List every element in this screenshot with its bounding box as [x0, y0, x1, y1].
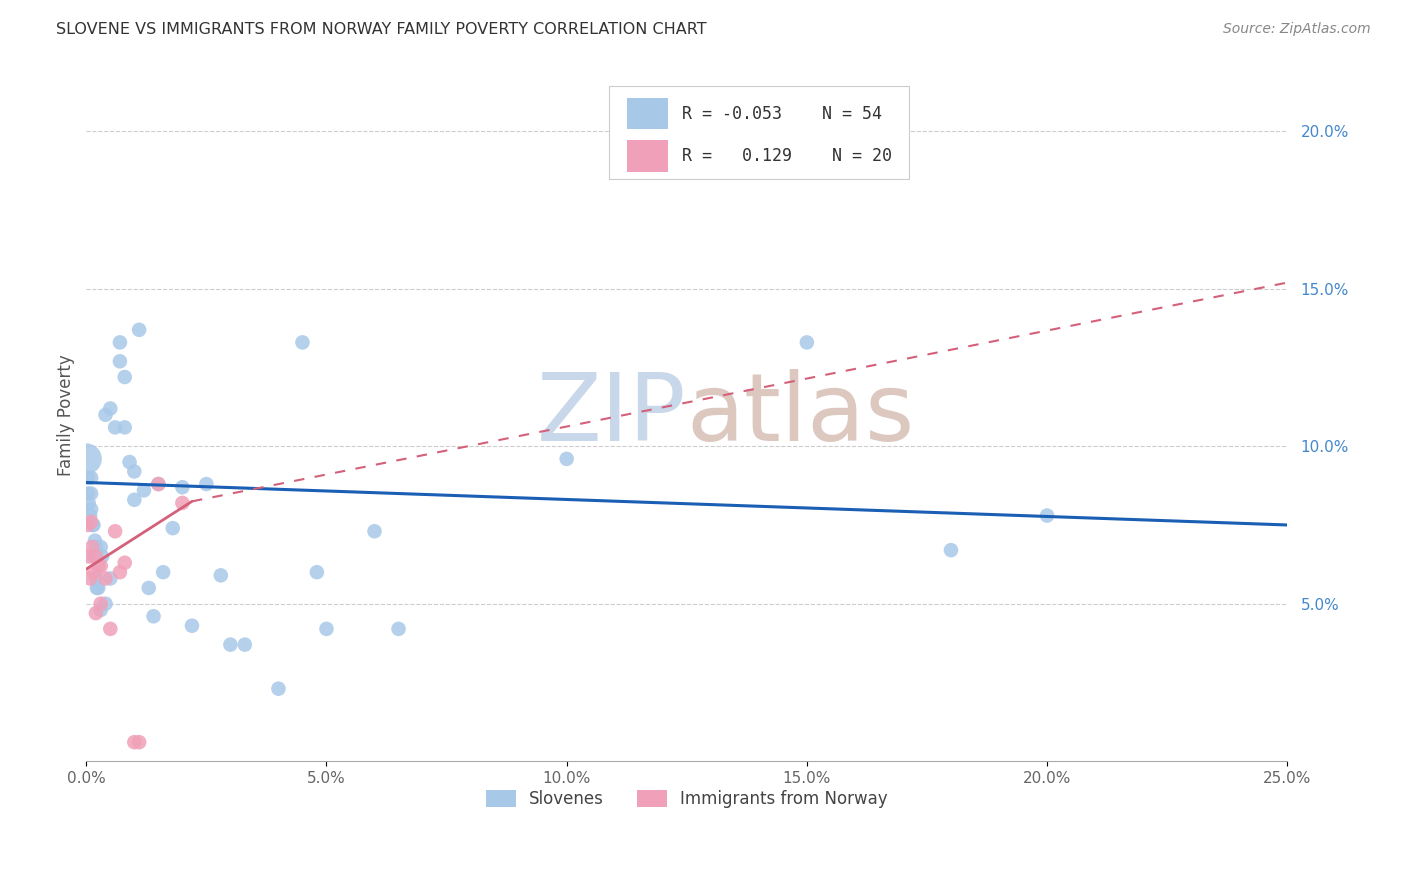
- Point: [363, 524, 385, 539]
- Point: [939, 543, 962, 558]
- Point: [82, 518, 104, 533]
- Point: [90, 603, 112, 617]
- Text: R =   0.129    N = 20: R = 0.129 N = 20: [682, 147, 891, 165]
- Point: [80, 486, 103, 500]
- Point: [124, 492, 146, 507]
- Point: [128, 735, 150, 749]
- Point: [76, 518, 98, 533]
- Point: [90, 540, 112, 554]
- Point: [77, 496, 100, 510]
- Point: [94, 572, 117, 586]
- Point: [84, 540, 107, 554]
- Y-axis label: Family Poverty: Family Poverty: [58, 354, 75, 475]
- Point: [219, 638, 242, 652]
- Point: [209, 568, 232, 582]
- Point: [108, 335, 131, 350]
- Legend: Slovenes, Immigrants from Norway: Slovenes, Immigrants from Norway: [479, 783, 894, 815]
- Point: [80, 471, 103, 485]
- Point: [79, 508, 101, 523]
- Point: [305, 565, 328, 579]
- Point: [108, 565, 131, 579]
- Point: [796, 335, 818, 350]
- Point: [148, 477, 170, 491]
- Point: [181, 618, 204, 632]
- Point: [104, 524, 127, 539]
- Point: [84, 549, 107, 564]
- Point: [124, 465, 146, 479]
- Point: [315, 622, 337, 636]
- Point: [172, 496, 194, 510]
- Point: [76, 471, 98, 485]
- Point: [90, 558, 112, 573]
- Point: [108, 354, 131, 368]
- Text: atlas: atlas: [686, 368, 915, 461]
- Point: [77, 549, 100, 564]
- Point: [98, 401, 121, 416]
- Point: [80, 515, 103, 529]
- Point: [152, 565, 174, 579]
- Point: [80, 540, 103, 554]
- Point: [80, 502, 103, 516]
- Point: [87, 558, 110, 573]
- Point: [114, 370, 136, 384]
- Point: [291, 335, 314, 350]
- Text: SLOVENE VS IMMIGRANTS FROM NORWAY FAMILY POVERTY CORRELATION CHART: SLOVENE VS IMMIGRANTS FROM NORWAY FAMILY…: [56, 22, 707, 37]
- Point: [118, 455, 141, 469]
- Point: [94, 597, 117, 611]
- Text: R = -0.053    N = 54: R = -0.053 N = 54: [682, 105, 882, 123]
- Point: [128, 323, 150, 337]
- Point: [132, 483, 155, 498]
- Point: [114, 556, 136, 570]
- Point: [114, 420, 136, 434]
- Point: [75, 451, 97, 466]
- Point: [84, 572, 107, 586]
- Point: [162, 521, 184, 535]
- Point: [1036, 508, 1059, 523]
- Point: [82, 565, 104, 579]
- Point: [138, 581, 160, 595]
- Point: [87, 581, 110, 595]
- Point: [104, 420, 127, 434]
- Point: [82, 518, 104, 533]
- Point: [84, 533, 107, 548]
- Point: [79, 572, 101, 586]
- Bar: [609, 86, 908, 179]
- Bar: [627, 140, 668, 171]
- Point: [124, 735, 146, 749]
- Point: [195, 477, 218, 491]
- Point: [76, 486, 98, 500]
- Point: [233, 638, 256, 652]
- Point: [91, 549, 114, 564]
- Text: Source: ZipAtlas.com: Source: ZipAtlas.com: [1223, 22, 1371, 37]
- Point: [387, 622, 409, 636]
- Point: [555, 451, 578, 466]
- Point: [98, 572, 121, 586]
- Point: [172, 480, 194, 494]
- Point: [82, 549, 104, 564]
- Bar: [627, 98, 668, 129]
- Point: [84, 549, 107, 564]
- Point: [267, 681, 290, 696]
- Text: ZIP: ZIP: [537, 368, 686, 461]
- Point: [86, 581, 108, 595]
- Point: [90, 597, 112, 611]
- Point: [148, 477, 170, 491]
- Point: [98, 622, 121, 636]
- Point: [84, 606, 107, 620]
- Point: [94, 408, 117, 422]
- Point: [142, 609, 165, 624]
